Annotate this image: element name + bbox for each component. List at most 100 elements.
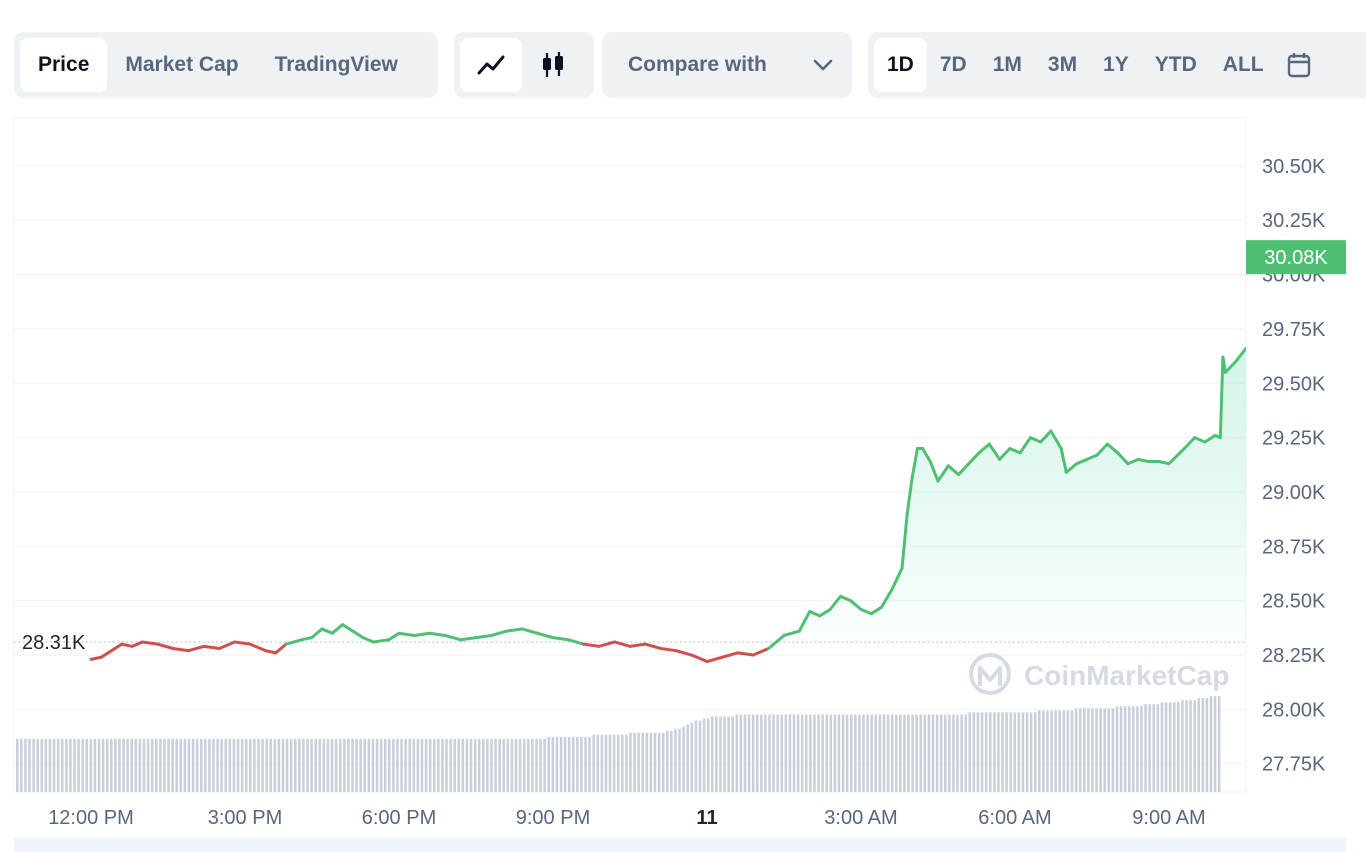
volume-bar [809,714,812,792]
chart-type-tabs: Price Market Cap TradingView [14,32,438,98]
volume-bar [445,738,448,792]
volume-bar [69,738,72,792]
range-tab-1y[interactable]: 1Y [1103,53,1129,76]
volume-bar [122,738,125,792]
price-line-segment [1157,460,1171,466]
volume-bar [964,714,967,792]
volume-bar [551,736,555,792]
price-line-segment [187,644,206,653]
price-line-segment [140,640,160,646]
volume-bar [968,712,972,792]
volume-bar [1001,712,1004,792]
x-tick-label: 6:00 AM [978,807,1051,829]
price-line-segment [233,640,252,646]
y-tick-label: 29.25K [1262,428,1326,450]
price-line-segment [351,629,365,640]
volume-bar [633,732,636,792]
volume-bar [392,738,395,792]
volume-bar [204,738,207,792]
price-line-segment [1095,442,1109,457]
volume-bar [56,738,60,792]
range-tab-1d[interactable]: 1D [874,38,927,92]
volume-bar [710,716,714,792]
price-line-segment [1193,436,1207,444]
volume-bar [527,738,530,792]
volume-bar [760,714,763,792]
volume-bar [972,712,976,792]
volume-bar [571,736,575,792]
price-line-segment [921,446,932,464]
volume-bar [952,714,955,792]
volume-bar [1033,712,1037,792]
volume-bar [772,714,775,792]
volume-bar [935,714,939,792]
volume-bar [150,738,154,792]
price-line-segment [248,642,268,653]
price-line-segment [900,512,909,570]
price-line-segment [818,607,832,618]
line-chart-button[interactable] [460,38,522,92]
volume-bar [1009,712,1012,792]
range-tab-ytd[interactable]: YTD [1154,53,1197,76]
volume-bar [719,716,722,792]
volume-bar [179,738,183,792]
tab-tradingview[interactable]: TradingView [274,53,398,76]
price-line-segment [1349,346,1359,350]
volume-bar [751,714,755,792]
volume-bar [265,738,268,792]
volume-bar [159,738,162,792]
volume-bar [621,734,624,792]
volume-bar [163,738,166,792]
volume-bar [130,738,134,792]
volume-bar [727,716,730,792]
range-tab-all[interactable]: ALL [1222,53,1264,76]
volume-bar [1017,712,1021,792]
volume-bar [666,730,669,792]
price-line-segment [551,636,570,642]
volume-bar [1042,710,1045,792]
range-tab-1m[interactable]: 1M [992,53,1022,76]
volume-bar [1177,702,1180,792]
volume-bar [1111,708,1115,792]
price-line-segment [566,638,586,646]
line-chart-icon [477,55,505,75]
price-line-segment [751,647,771,657]
volume-bar [874,714,878,792]
volume-bar [400,738,403,792]
volume-bar [216,738,219,792]
volume-bar [780,714,784,792]
volume-bar [1217,696,1221,792]
x-tick-label: 6:00 PM [362,807,436,829]
volume-bar [535,738,538,792]
volume-bar [649,732,653,792]
candlestick-button[interactable] [522,38,584,92]
range-tab-3m[interactable]: 3M [1047,53,1078,76]
calendar-button[interactable] [1277,38,1321,92]
tab-price[interactable]: Price [20,38,108,92]
volume-bar [1103,708,1106,792]
price-line-segment [1075,457,1089,466]
volume-bar [837,714,841,792]
volume-bar [420,738,424,792]
volume-bar [388,738,391,792]
volume-bar [641,732,645,792]
price-line-segment [505,627,524,633]
volume-bar [825,714,828,792]
volume-bar [253,738,256,792]
price-line-segment [928,460,940,483]
price-line-segment [613,640,632,648]
volume-bar [735,714,739,792]
volume-bar [776,714,779,792]
price-line-segment [890,566,904,592]
price-line-segment [299,636,314,642]
y-tick-label: 29.75K [1262,319,1326,341]
candlestick-icon [543,52,563,77]
compare-dropdown[interactable]: Compare with [602,32,852,98]
volume-bar [1005,712,1008,792]
price-line-segment [1182,436,1197,450]
range-tab-7d[interactable]: 7D [939,53,967,76]
volume-bar [396,738,399,792]
price-line-segment [674,649,694,657]
tab-market-cap[interactable]: Market Cap [125,53,239,76]
